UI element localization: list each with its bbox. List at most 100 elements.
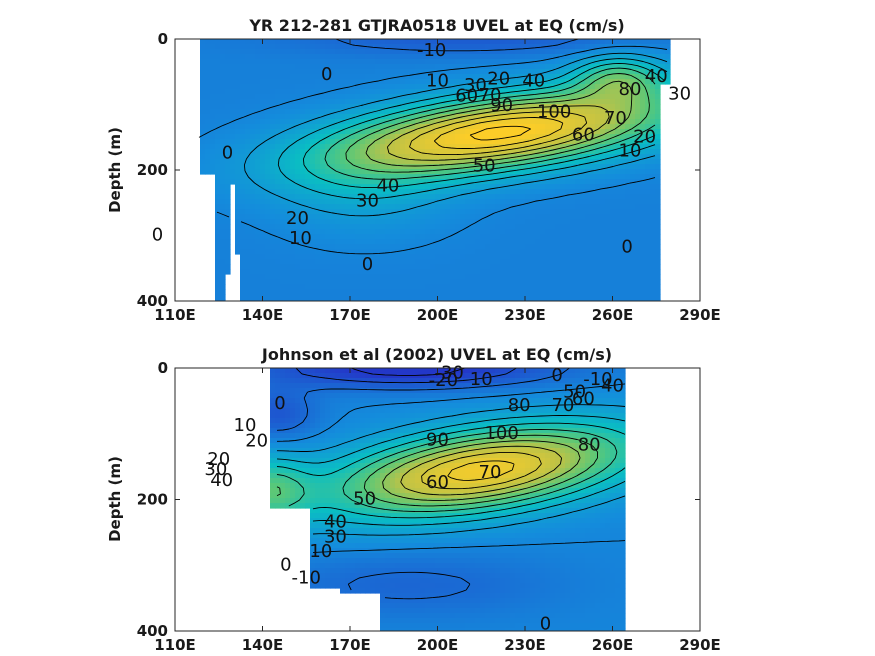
contour-label: 30 xyxy=(668,84,691,105)
contour-label: 10 xyxy=(470,369,493,390)
contour-label: 10 xyxy=(309,541,332,562)
chart-title: YR 212-281 GTJRA0518 UVEL at EQ (cm/s) xyxy=(248,16,624,35)
panel-gtjra0518: YR 212-281 GTJRA0518 UVEL at EQ (cm/s) D… xyxy=(106,16,721,324)
y-axis-label: Depth (m) xyxy=(106,456,124,542)
contour-label: 60 xyxy=(426,472,449,493)
contour-label: 40 xyxy=(376,175,399,196)
x-tick-label: 200E xyxy=(417,636,459,654)
x-tick-label: 170E xyxy=(329,636,371,654)
contour-label: 40 xyxy=(645,66,668,87)
panel-johnson-2002: Johnson et al (2002) UVEL at EQ (cm/s) D… xyxy=(106,345,721,654)
contour-label: 60 xyxy=(455,86,478,107)
contour-line xyxy=(386,105,610,161)
x-tick-label: 260E xyxy=(592,306,634,324)
contour-label: 20 xyxy=(207,449,230,470)
velocity-field xyxy=(200,39,671,301)
y-tick-label: 400 xyxy=(137,292,168,310)
contour-label: 20 xyxy=(245,431,268,452)
contour-line xyxy=(469,125,531,141)
contour-line xyxy=(276,422,626,519)
contour-label: 80 xyxy=(508,395,531,416)
contour-line xyxy=(433,117,564,149)
x-tick-label: 290E xyxy=(679,306,721,324)
y-tick-label: 200 xyxy=(137,491,168,509)
x-axis: 110E 140E 170E 200E 230E 260E 290E xyxy=(154,368,721,654)
contour-line xyxy=(382,440,581,501)
contour-label: 20 xyxy=(487,69,510,90)
y-axis-label: Depth (m) xyxy=(106,127,124,213)
contour-label: 20 xyxy=(633,126,656,147)
contour-label: 20 xyxy=(286,208,309,229)
x-tick-label: 170E xyxy=(329,306,371,324)
x-tick-label: 110E xyxy=(154,306,196,324)
x-tick-label: 230E xyxy=(504,306,546,324)
contour-label: 100 xyxy=(484,423,518,444)
contour-line xyxy=(277,58,668,200)
contour-line xyxy=(276,368,570,600)
contour-label: 0 xyxy=(551,365,562,386)
contour-line xyxy=(324,67,656,180)
contour-label: 90 xyxy=(426,429,449,450)
contour-label: 60 xyxy=(572,389,595,410)
contour-label: 90 xyxy=(490,95,513,116)
contour-label: 0 xyxy=(540,613,551,634)
contour-label: 30 xyxy=(356,190,379,211)
contour-lines xyxy=(276,368,626,600)
contour-label: -10 xyxy=(583,369,612,390)
contour-line xyxy=(345,73,650,173)
contour-label: 0 xyxy=(152,225,163,246)
contour-label: 70 xyxy=(604,108,627,129)
contour-line xyxy=(350,368,466,376)
contour-line xyxy=(295,368,517,384)
contour-line xyxy=(365,80,633,167)
contour-label: 10 xyxy=(234,415,257,436)
contour-line xyxy=(400,445,563,496)
contour-label: 100 xyxy=(537,101,571,122)
contour-label: 70 xyxy=(479,85,502,106)
contour-label: 10 xyxy=(289,228,312,249)
contour-label: 40 xyxy=(324,512,347,533)
y-tick-label: 0 xyxy=(158,359,168,377)
x-tick-label: 140E xyxy=(242,636,284,654)
contour-label: 70 xyxy=(479,462,502,483)
contour-line xyxy=(447,460,515,481)
contour-line xyxy=(421,451,542,490)
contour-line xyxy=(276,404,626,536)
contour-label: 80 xyxy=(578,435,601,456)
contour-line xyxy=(276,434,599,507)
contour-label: 30 xyxy=(324,527,347,548)
x-axis: 110E 140E 170E 200E 230E 260E 290E xyxy=(154,39,721,324)
contour-label: 50 xyxy=(473,156,496,177)
y-tick-label: 400 xyxy=(137,622,168,640)
contour-label: 40 xyxy=(522,71,545,92)
contour-label: 50 xyxy=(563,381,586,402)
contour-label: 40 xyxy=(601,375,624,396)
contour-label: 0 xyxy=(280,554,291,575)
contour-line xyxy=(302,62,666,189)
contour-label: 70 xyxy=(551,395,574,416)
x-tick-label: 200E xyxy=(417,306,459,324)
contour-label: -10 xyxy=(292,567,321,588)
x-tick-label: 230E xyxy=(504,636,546,654)
contour-label: -20 xyxy=(429,370,458,391)
contour-label: 0 xyxy=(621,236,632,257)
contour-label: 30 xyxy=(204,459,227,480)
contour-line xyxy=(276,383,626,554)
contour-label: 60 xyxy=(572,124,595,145)
contour-line xyxy=(198,45,668,255)
x-tick-label: 260E xyxy=(592,636,634,654)
x-tick-label: 290E xyxy=(679,636,721,654)
contour-label: 0 xyxy=(321,64,332,85)
contour-line xyxy=(409,111,588,156)
chart-title: Johnson et al (2002) UVEL at EQ (cm/s) xyxy=(261,345,612,364)
contour-label: 80 xyxy=(619,79,642,100)
contour-label: 40 xyxy=(210,470,233,491)
contour-label: 30 xyxy=(464,75,487,96)
contour-lines xyxy=(198,39,668,255)
y-tick-label: 200 xyxy=(137,161,168,179)
